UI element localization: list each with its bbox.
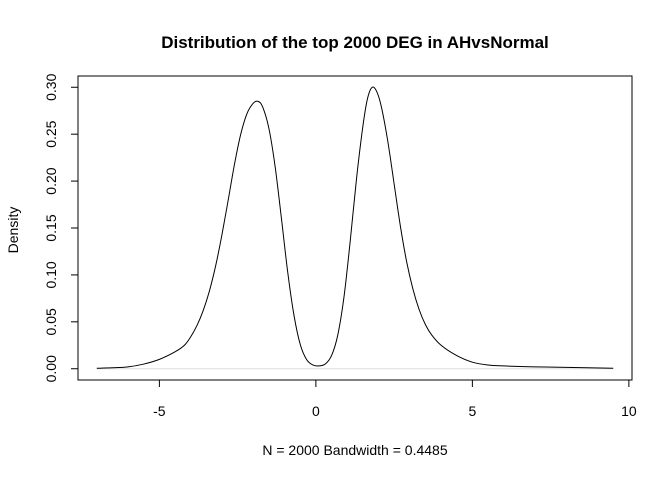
x-axis-label: N = 2000 Bandwidth = 0.4485 [262,442,447,458]
x-tick-label: 5 [468,403,476,419]
y-tick-label: 0.25 [43,120,59,147]
chart-title: Distribution of the top 2000 DEG in AHvs… [161,33,549,52]
y-tick-label: 0.05 [43,308,59,335]
y-axis-label: Density [5,207,21,254]
density-curve [96,86,614,369]
y-tick-label: 0.00 [43,355,59,382]
y-tick-label: 0.15 [43,214,59,241]
x-tick-label: 0 [312,403,320,419]
y-axis: 0.00 0.05 0.10 0.15 0.20 0.25 0.30 [43,73,79,382]
x-axis: -5 0 5 10 [153,379,637,419]
x-tick-label: 10 [621,403,637,419]
y-tick-label: 0.10 [43,261,59,288]
y-tick-label: 0.20 [43,167,59,194]
x-tick-label: -5 [153,403,166,419]
y-tick-label: 0.30 [43,73,59,100]
